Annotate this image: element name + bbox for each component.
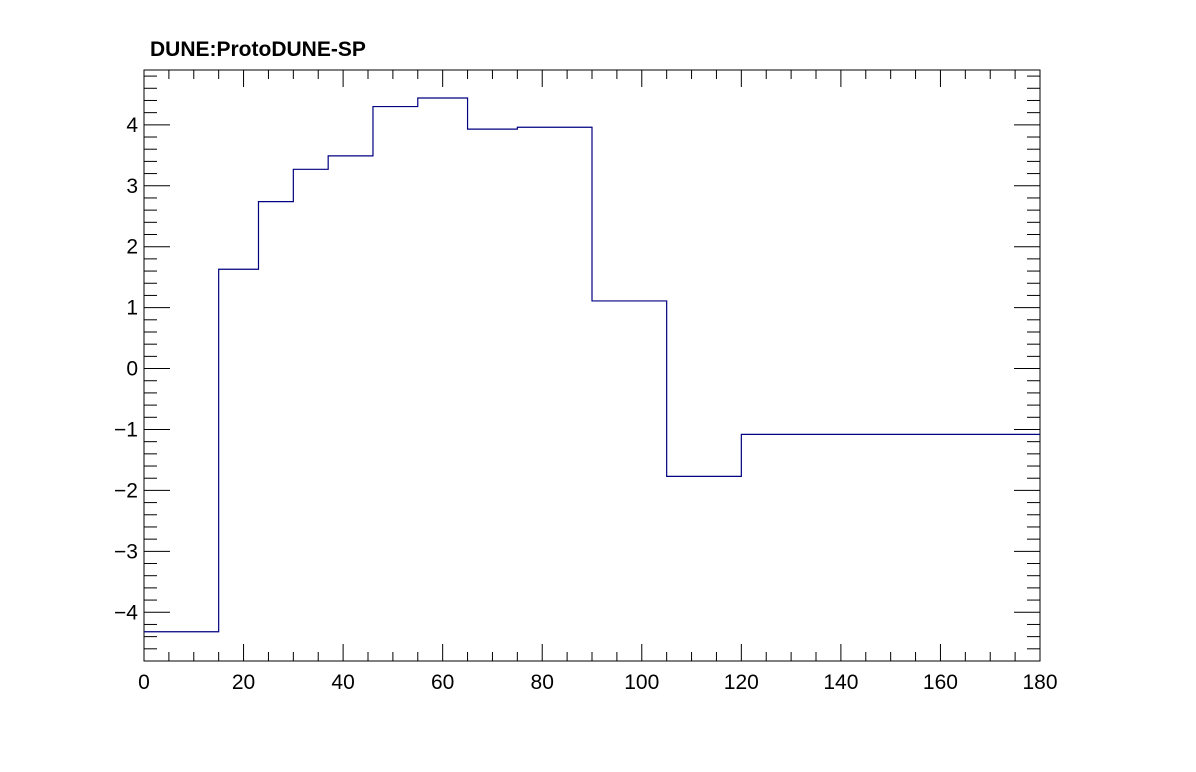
histogram-line xyxy=(144,97,1040,633)
x-tick-labels: 0 20 40 60 80 100 120 140 160 180 xyxy=(138,671,1057,694)
x-tick-label: 80 xyxy=(531,671,554,694)
y-tick-labels: −4 −3 −2 −1 0 1 2 3 4 xyxy=(114,114,138,624)
y-tick-label: 1 xyxy=(126,297,138,320)
x-tick-label: 100 xyxy=(624,671,659,694)
y-tick-label: 4 xyxy=(126,114,138,137)
x-tick-label: 160 xyxy=(923,671,958,694)
x-tick-label: 140 xyxy=(823,671,858,694)
y-tick-label: −1 xyxy=(114,418,138,441)
y-tick-label: −3 xyxy=(114,540,138,563)
y-tick-label: 3 xyxy=(126,175,138,198)
x-tick-label: 60 xyxy=(431,671,454,694)
x-tick-label: 120 xyxy=(724,671,759,694)
axis-ticks xyxy=(143,70,1041,662)
x-tick-label: 180 xyxy=(1022,671,1057,694)
y-tick-label: 2 xyxy=(126,236,138,259)
x-tick-label: 0 xyxy=(138,671,150,694)
y-tick-label: −2 xyxy=(114,479,138,502)
y-tick-label: −4 xyxy=(114,601,138,624)
histogram-series xyxy=(144,97,1040,633)
x-tick-label: 20 xyxy=(232,671,255,694)
y-tick-label: 0 xyxy=(126,358,138,381)
x-tick-label: 40 xyxy=(331,671,354,694)
chart-title: DUNE:ProtoDUNE-SP xyxy=(150,38,366,61)
